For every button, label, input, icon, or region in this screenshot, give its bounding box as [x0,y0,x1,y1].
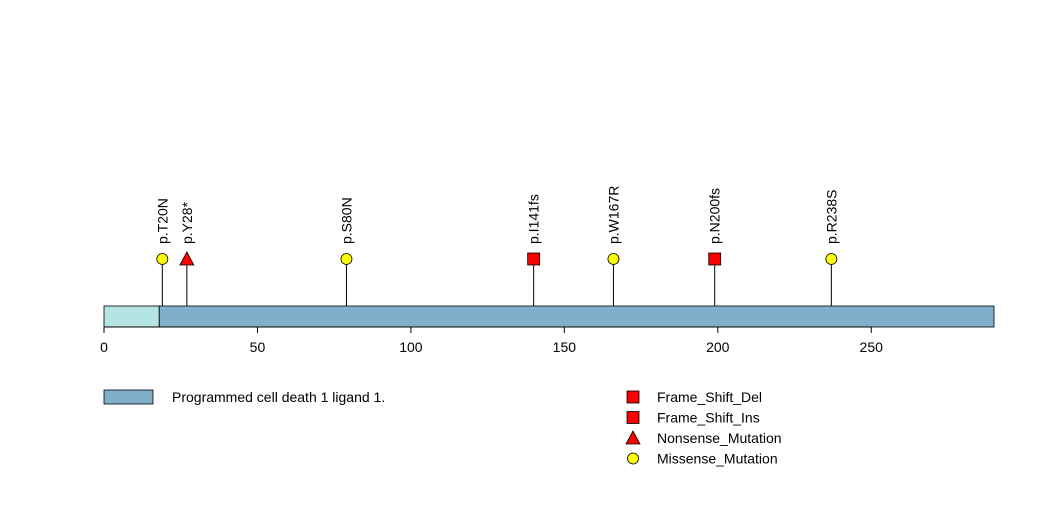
mutation-marker [179,251,195,266]
mutation-marker [340,253,353,265]
legend-label: Frame_Shift_Del [657,389,762,405]
legend-marker [627,452,639,465]
mutation-label: p.Y28* [179,201,195,244]
x-axis: 0 50 100 150 200 250 [100,326,884,355]
mutation-label: p.W167R [605,186,621,244]
domain-legend-swatch [103,389,154,405]
x-tick-label: 150 [553,339,577,355]
mutation-labels: p.T20N p.Y28* p.S80N p.I141fs p.W167R p.N200f… [154,186,839,244]
x-tick-label: 50 [250,339,266,355]
mutation-marker [607,253,620,265]
mutation-marker [527,252,541,266]
domain-bar [158,305,995,328]
mutation-marker [708,252,722,266]
mutation-markers [156,251,838,266]
mutation-marker [825,253,838,265]
signal-region-bar [103,305,160,328]
legend-label: Nonsense_Mutation [657,430,782,446]
legend-marker [625,430,641,445]
x-tick-label: 250 [860,339,884,355]
legend-marker [626,411,640,424]
mutation-label: p.S80N [338,197,354,244]
mutation-label: p.R238S [823,190,839,244]
domain-legend-label: Programmed cell death 1 ligand 1. [172,389,385,405]
mutation-label: p.I141fs [526,194,542,244]
mutation-type-legend: Frame_Shift_Del Frame_Shift_Ins Nonsense_M… [625,389,782,467]
mutation-label: p.N200fs [707,188,723,244]
legend-label: Missense_Mutation [657,451,778,467]
x-tick-label: 0 [100,339,108,355]
legend-marker [626,390,640,404]
domain-legend: Programmed cell death 1 ligand 1. [103,389,385,405]
protein-track [103,305,995,328]
x-tick-label: 100 [399,339,423,355]
mutation-label: p.T20N [154,198,170,244]
mutation-stems [161,259,832,327]
mutation-marker [156,253,169,265]
legend-label: Frame_Shift_Ins [657,410,760,426]
x-tick-label: 200 [706,339,730,355]
